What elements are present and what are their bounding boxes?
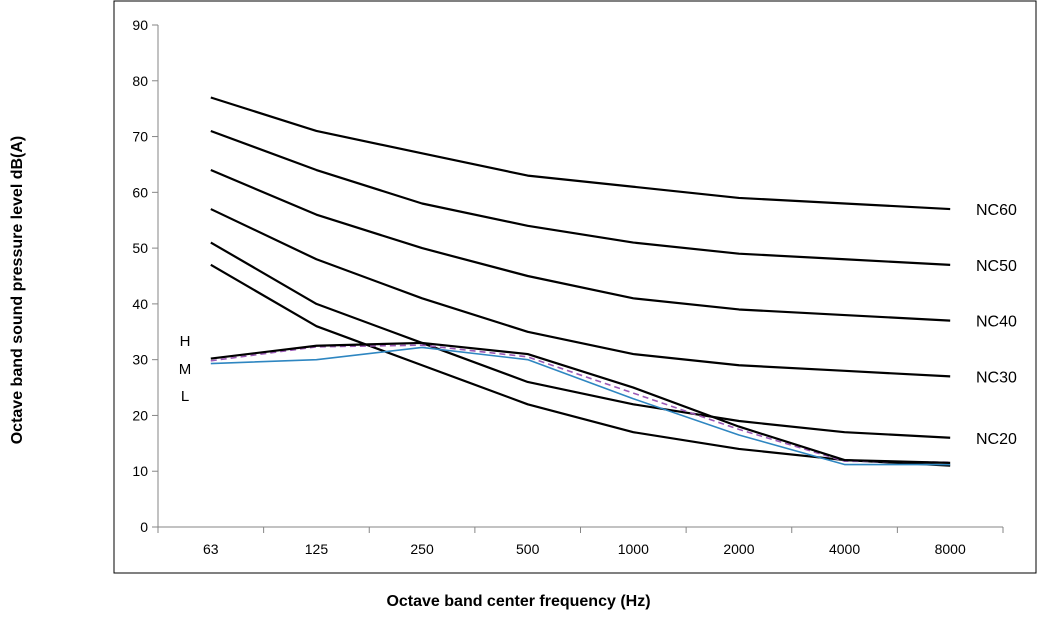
nc-curve-line <box>210 241 951 439</box>
nc-curve-label: NC50 <box>976 258 1017 275</box>
x-tick-label: 63 <box>203 541 219 557</box>
y-tick-label: 10 <box>132 463 148 479</box>
series-labels: NC60 NC50 NC40 NC30 NC20 HML <box>179 202 1017 448</box>
series-lines <box>210 96 951 467</box>
x-tick-label: 125 <box>305 541 329 557</box>
nc-curve-label: NC60 <box>976 202 1017 219</box>
x-tick-label: 1000 <box>618 541 649 557</box>
measured-label: M <box>179 361 192 378</box>
y-tick-label: 40 <box>132 296 148 312</box>
nc-curve-line <box>210 129 951 266</box>
nc-curve-line <box>210 263 951 467</box>
x-tick-label: 500 <box>516 541 540 557</box>
measured-label: L <box>181 388 189 405</box>
x-tick-label: 250 <box>410 541 434 557</box>
axes: 0 10 20 30 40 50 60 70 80 90 63 125 250 500 1000 2000 40… <box>132 17 1004 557</box>
measured-line <box>210 346 951 466</box>
y-tick-label: 30 <box>132 352 148 368</box>
nc-curve-line <box>210 169 951 322</box>
plot-frame <box>113 0 1037 574</box>
y-tick-label: 20 <box>132 407 148 423</box>
measured-line <box>210 344 951 464</box>
x-axis-title: Octave band center frequency (Hz) <box>386 593 651 610</box>
y-tick-label: 60 <box>132 184 148 200</box>
x-tick-label: 2000 <box>723 541 754 557</box>
x-tick-label: 4000 <box>829 541 860 557</box>
y-tick-label: 0 <box>140 519 148 535</box>
x-tick-label: 8000 <box>935 541 966 557</box>
measured-line <box>210 341 951 464</box>
nc-curve-line <box>210 208 951 378</box>
nc-curve-label: NC40 <box>976 314 1017 331</box>
y-tick-label: 90 <box>132 17 148 33</box>
y-tick-label: 50 <box>132 240 148 256</box>
nc-curve-label: NC20 <box>976 431 1017 448</box>
measured-label: H <box>180 333 191 350</box>
y-tick-label: 70 <box>132 129 148 145</box>
nc-curve-line <box>210 96 951 211</box>
nc-curve-label: NC30 <box>976 369 1017 386</box>
y-tick-label: 80 <box>132 73 148 89</box>
